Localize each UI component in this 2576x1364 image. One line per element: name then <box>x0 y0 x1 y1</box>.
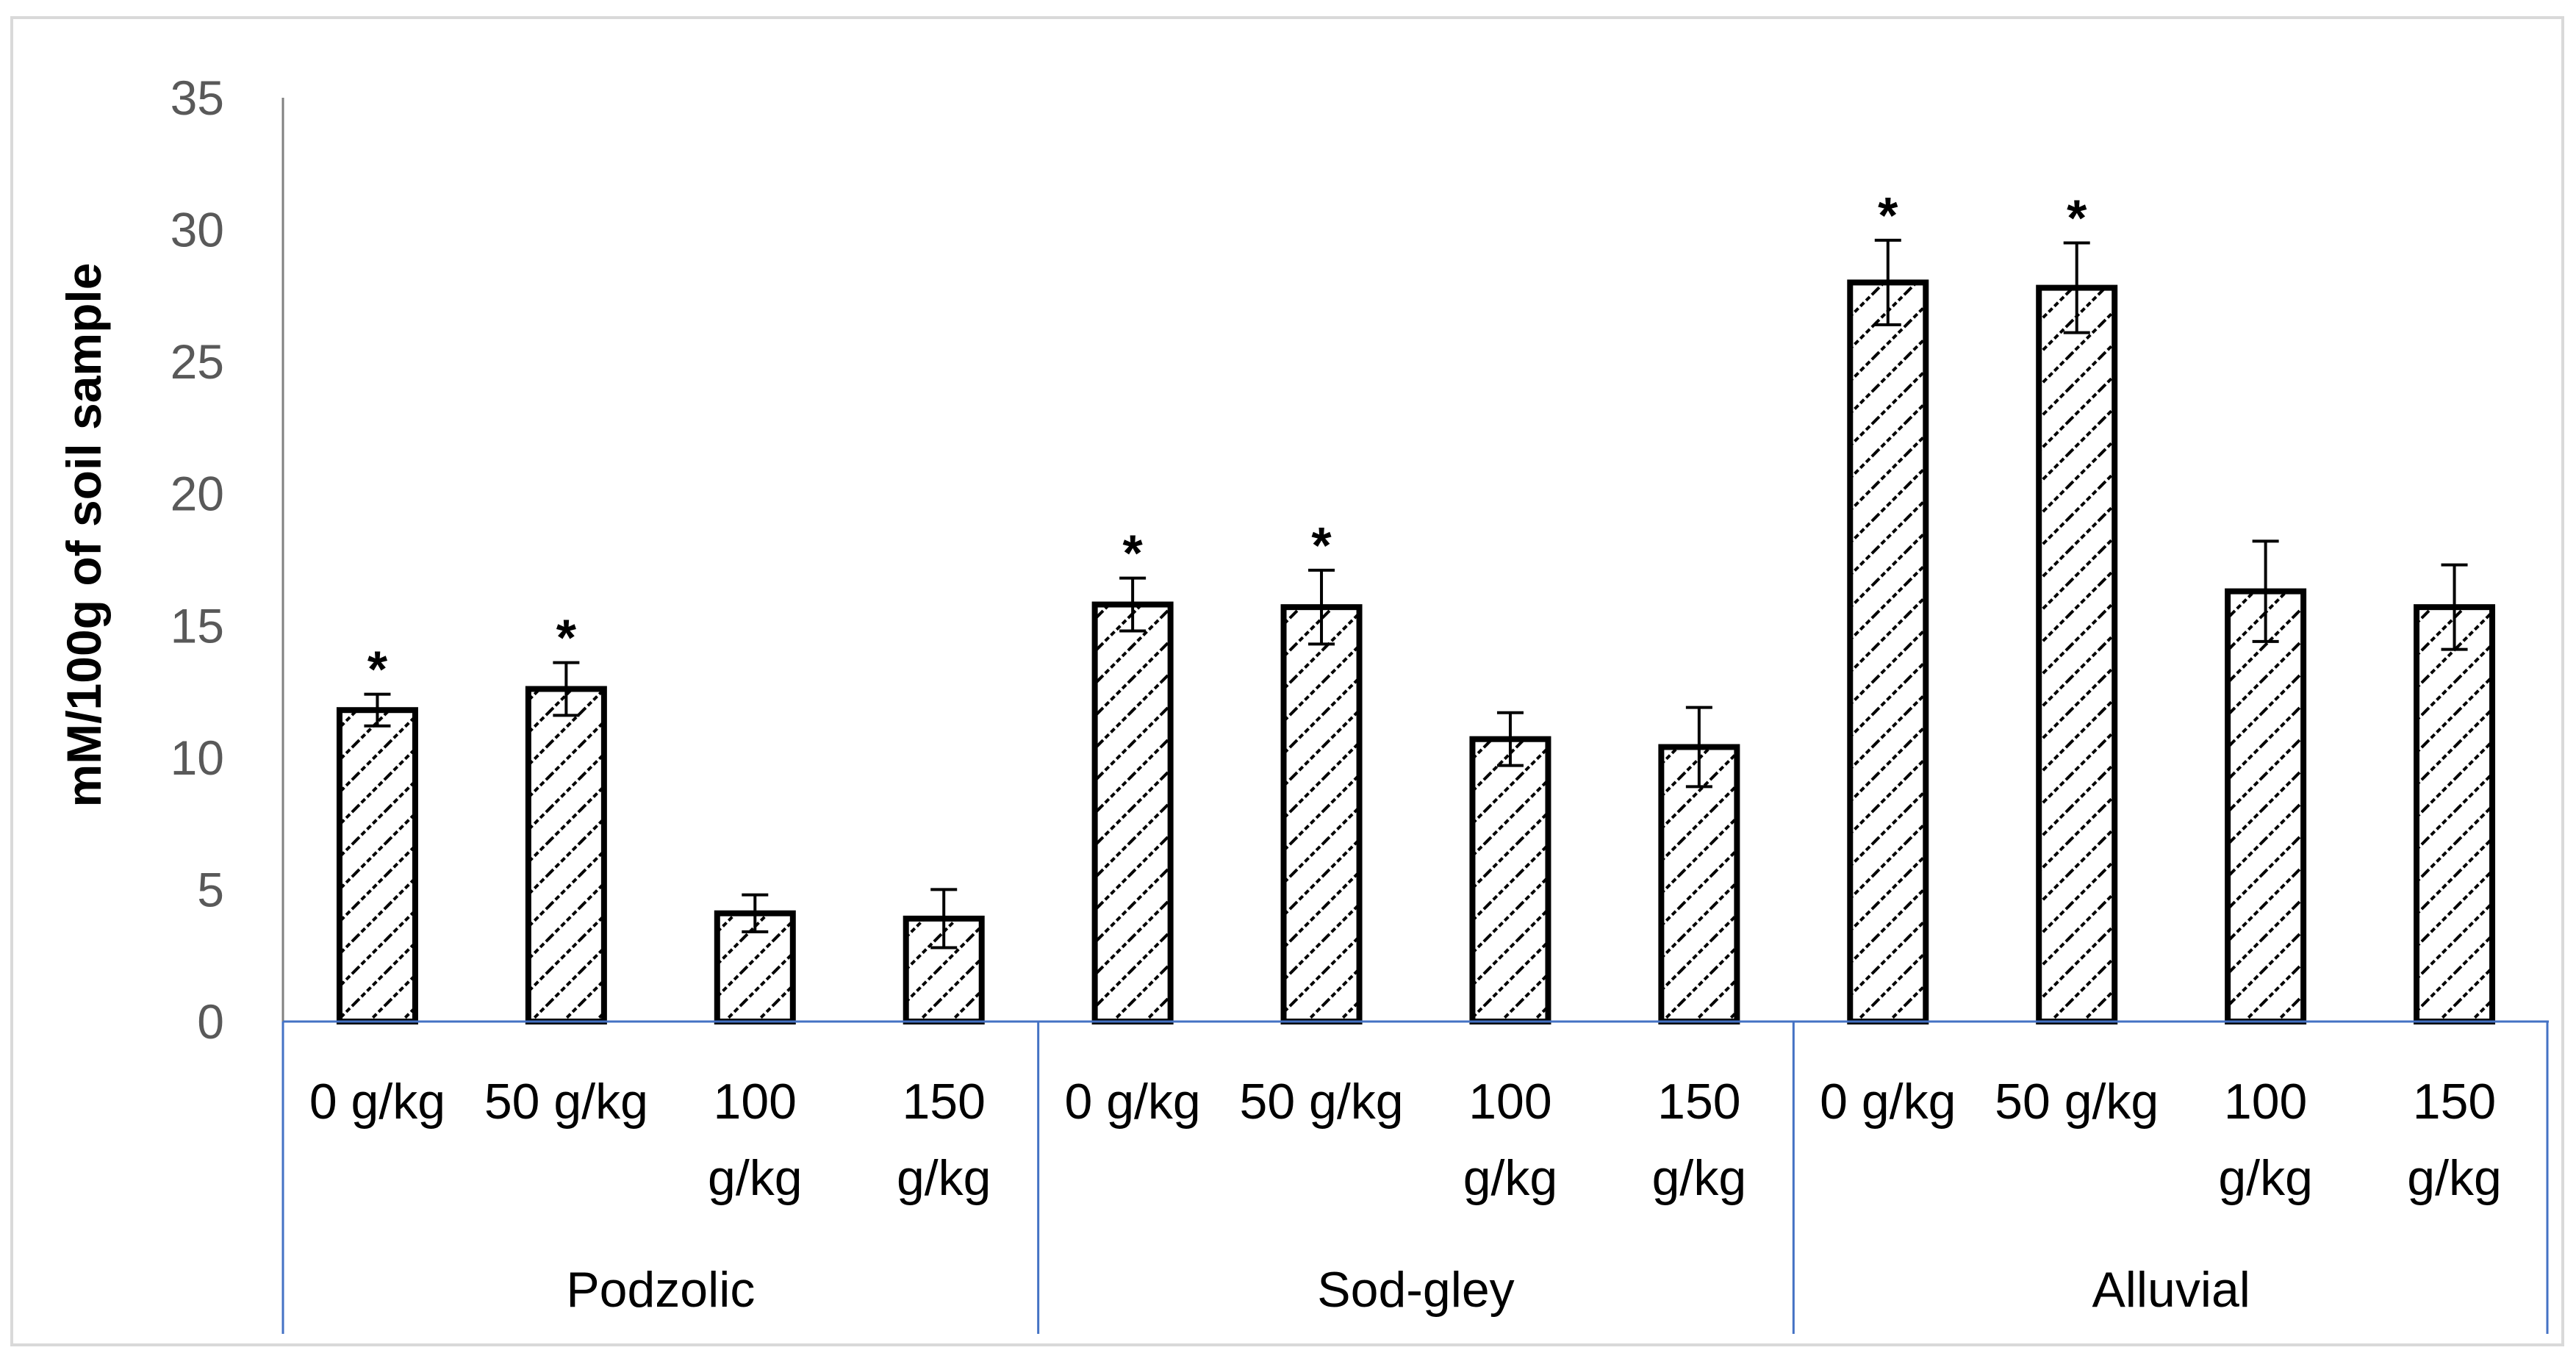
category-label: 100 g/kg <box>1463 1074 1558 1206</box>
y-axis-label: mM/100g of soil sample <box>57 263 111 808</box>
y-tick-label: 5 <box>197 862 224 916</box>
category-label-line: g/kg <box>2218 1150 2313 1206</box>
bar <box>1847 279 1929 1024</box>
category-label: 50 g/kg <box>1240 1074 1404 1130</box>
y-tick-label: 20 <box>171 467 224 521</box>
y-tick-label: 30 <box>171 203 224 257</box>
category-label: 0 g/kg <box>1065 1074 1201 1130</box>
bar <box>2225 588 2307 1024</box>
bar <box>1091 601 1174 1024</box>
category-label-line: 50 g/kg <box>484 1074 648 1130</box>
category-label: 50 g/kg <box>1995 1074 2159 1130</box>
significance-marker: * <box>2067 190 2087 247</box>
significance-marker: * <box>1311 517 1332 574</box>
bar <box>2414 604 2496 1024</box>
category-label-line: 100 <box>714 1074 797 1130</box>
y-axis: 0 5 10 15 20 25 30 35 <box>171 71 284 1049</box>
category-label-line: 100 <box>2224 1074 2307 1130</box>
significance-marker: * <box>367 641 388 698</box>
group-label: Alluvial <box>2092 1262 2250 1318</box>
category-label: 150 g/kg <box>1652 1074 1747 1206</box>
category-label-line: 50 g/kg <box>1995 1074 2159 1130</box>
category-label-line: g/kg <box>897 1150 991 1206</box>
category-label: 150 g/kg <box>897 1074 991 1206</box>
group-label: Sod-gley <box>1317 1262 1514 1318</box>
category-label: 50 g/kg <box>484 1074 648 1130</box>
category-label: 150 g/kg <box>2407 1074 2502 1206</box>
bars: * * * * * * <box>336 187 2496 1025</box>
bar <box>1280 604 1363 1024</box>
bar <box>1658 744 1740 1025</box>
category-label-line: 150 <box>902 1074 985 1130</box>
category-label: 0 g/kg <box>309 1074 445 1130</box>
significance-marker: * <box>1878 187 1898 244</box>
bar <box>336 707 418 1024</box>
category-label-line: 100 <box>1468 1074 1551 1130</box>
y-tick-label: 0 <box>197 994 224 1049</box>
significance-marker: * <box>556 609 577 667</box>
category-label-line: 50 g/kg <box>1240 1074 1404 1130</box>
category-label-line: 150 <box>2413 1074 2496 1130</box>
category-label-line: g/kg <box>1652 1150 1747 1206</box>
category-label-line: 150 <box>1657 1074 1740 1130</box>
bar <box>1469 736 1551 1025</box>
group-label: Podzolic <box>566 1262 755 1318</box>
category-label-line: 0 g/kg <box>309 1074 445 1130</box>
category-label-line: g/kg <box>1463 1150 1558 1206</box>
category-label-line: 0 g/kg <box>1065 1074 1201 1130</box>
y-tick-label: 10 <box>171 731 224 785</box>
x-axis: 0 g/kg 50 g/kg 100 g/kg 150 g/kg Podzolic 0 g/k… <box>281 1020 2549 1334</box>
y-tick-label: 15 <box>171 598 224 653</box>
category-label: 0 g/kg <box>1820 1074 1956 1130</box>
bar <box>2036 284 2118 1024</box>
category-label-line: g/kg <box>2407 1150 2502 1206</box>
significance-marker: * <box>1123 525 1144 582</box>
category-label-line: g/kg <box>708 1150 803 1206</box>
y-tick-label: 35 <box>171 71 224 125</box>
category-label-line: 0 g/kg <box>1820 1074 1956 1130</box>
y-tick-label: 25 <box>171 334 224 389</box>
bar <box>525 686 607 1024</box>
category-label: 100 g/kg <box>2218 1074 2313 1206</box>
category-label: 100 g/kg <box>708 1074 803 1206</box>
